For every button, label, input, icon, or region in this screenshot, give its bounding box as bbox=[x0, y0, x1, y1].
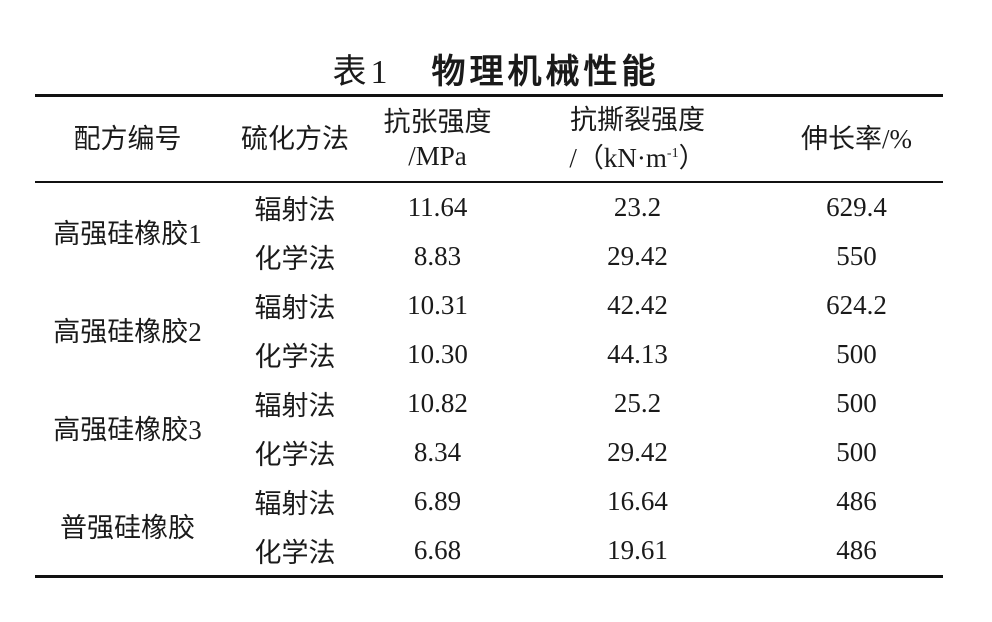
header-tensile: 抗张强度/MPa bbox=[370, 96, 505, 182]
formulation-cell: 高强硅橡胶3 bbox=[53, 415, 202, 445]
table-title: 物理机械性能 bbox=[431, 52, 660, 92]
header-formulation: 配方编号 bbox=[73, 123, 182, 154]
method-cell: 化学法 bbox=[254, 537, 336, 568]
tensile-cell: 8.83 bbox=[413, 240, 462, 271]
table-row: 高强硅橡胶2 辐射法 10.31 42.42 624.2 bbox=[35, 281, 943, 348]
tensile-cell: 6.68 bbox=[413, 534, 462, 565]
method-cell: 辐射法 bbox=[254, 390, 336, 421]
tear-cell: 29.42 bbox=[607, 240, 668, 271]
tensile-cell: 10.31 bbox=[407, 289, 468, 320]
method-cell: 辐射法 bbox=[254, 194, 336, 225]
tensile-cell: 10.30 bbox=[407, 338, 468, 369]
method-cell: 化学法 bbox=[254, 439, 336, 470]
tear-cell: 19.61 bbox=[607, 534, 668, 565]
table-row: 高强硅橡胶3 辐射法 10.82 25.2 500 bbox=[35, 379, 943, 446]
header-row: 配方编号 硫化方法 抗张强度/MPa 抗撕裂强度 /（kN·m-1） 伸长率/% bbox=[35, 96, 943, 182]
method-cell: 化学法 bbox=[254, 341, 336, 372]
elongation-cell: 500 bbox=[836, 387, 877, 418]
elongation-cell: 486 bbox=[836, 534, 877, 565]
table-row: 化学法 8.34 29.42 500 bbox=[35, 428, 943, 477]
tear-cell: 25.2 bbox=[613, 387, 662, 418]
method-cell: 辐射法 bbox=[254, 488, 336, 519]
elongation-cell: 550 bbox=[836, 240, 877, 271]
tear-cell: 16.64 bbox=[607, 485, 668, 516]
tensile-cell: 6.89 bbox=[413, 485, 462, 516]
elongation-cell: 624.2 bbox=[826, 289, 887, 320]
table-number: 表1 bbox=[332, 54, 392, 91]
formulation-cell: 高强硅橡胶2 bbox=[53, 317, 202, 347]
elongation-cell: 629.4 bbox=[826, 191, 887, 222]
tear-cell: 44.13 bbox=[607, 338, 668, 369]
header-tensile-label: 抗张强度 bbox=[383, 106, 492, 137]
formulation-cell: 普强硅橡胶 bbox=[60, 513, 195, 543]
tensile-cell: 11.64 bbox=[407, 191, 468, 222]
table-row: 普强硅橡胶 辐射法 6.89 16.64 486 bbox=[35, 477, 943, 544]
table-row: 化学法 10.30 44.13 500 bbox=[35, 330, 943, 379]
tensile-cell: 10.82 bbox=[407, 387, 468, 418]
header-tear-label: 抗撕裂强度 bbox=[570, 104, 705, 135]
table-caption: 表1 物理机械性能 bbox=[0, 44, 992, 93]
elongation-cell: 486 bbox=[836, 485, 877, 516]
tear-cell: 42.42 bbox=[607, 289, 668, 320]
formulation-cell: 高强硅橡胶1 bbox=[53, 219, 202, 249]
header-method: 硫化方法 bbox=[241, 123, 349, 154]
method-cell: 辐射法 bbox=[254, 292, 336, 323]
header-tear-unit: /（kN·m-1） bbox=[569, 142, 706, 173]
properties-table: 配方编号 硫化方法 抗张强度/MPa 抗撕裂强度/（kN·m-1） 伸长率/% … bbox=[35, 94, 943, 578]
table-row: 化学法 6.68 19.61 486 bbox=[35, 526, 943, 577]
elongation-cell: 500 bbox=[836, 338, 877, 369]
header-tensile-unit: /MPa bbox=[408, 140, 467, 171]
table-row: 化学法 8.83 29.42 550 bbox=[35, 232, 943, 281]
tear-cell: 23.2 bbox=[613, 191, 662, 222]
tear-cell: 29.42 bbox=[607, 436, 668, 467]
elongation-cell: 500 bbox=[836, 436, 877, 467]
table-row: 高强硅橡胶1 辐射法 11.64 23.2 629.4 bbox=[35, 182, 943, 250]
method-cell: 化学法 bbox=[254, 243, 336, 274]
tensile-cell: 8.34 bbox=[413, 436, 462, 467]
header-elongation: 伸长率/% bbox=[801, 123, 912, 154]
header-tear: 抗撕裂强度 /（kN·m-1） bbox=[505, 96, 770, 182]
